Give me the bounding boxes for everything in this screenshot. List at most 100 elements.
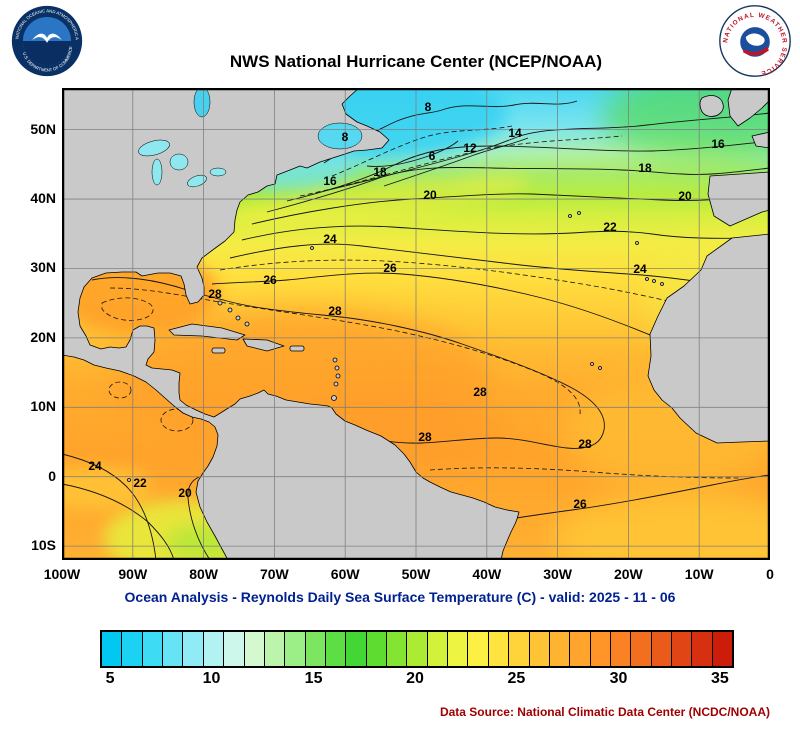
isotherm-path (251, 193, 770, 225)
contour-label: 18 (373, 165, 387, 179)
lake-ontario (209, 167, 227, 177)
island-azores (577, 211, 581, 215)
colorbar-cell (427, 632, 449, 666)
lake-huron (169, 153, 189, 171)
gulf-of-st-lawrence (317, 122, 363, 150)
isotherm-path (383, 137, 529, 187)
x-tick-label: 50W (401, 566, 431, 582)
colorbar-cell (448, 632, 469, 666)
x-tick-label: 40W (472, 566, 502, 582)
colorbar-tick-label: 10 (202, 670, 221, 687)
map-border (62, 88, 770, 560)
colorbar-cell (610, 632, 632, 666)
isotherm-path (366, 140, 459, 167)
colorbar-ticks: 5 10 15 20 25 30 35 (100, 670, 730, 696)
james-bay (193, 88, 211, 118)
island-cape-verde (598, 366, 602, 370)
colorbar-cell (672, 632, 693, 666)
data-source: Data Source: National Climatic Data Cent… (439, 705, 770, 719)
noaa-logo-svg: NATIONAL OCEANIC AND ATMOSPHERIC ADMINIS… (11, 5, 83, 77)
contour-label: 24 (88, 459, 102, 473)
colorbar-cell (163, 632, 184, 666)
colorbar-cell (183, 632, 204, 666)
y-tick-label: 0 (48, 467, 56, 484)
isotherm-path (241, 225, 770, 241)
colorbar-cell (244, 632, 265, 666)
page-title: NWS National Hurricane Center (NCEP/NOAA… (229, 52, 603, 71)
colorbar-cell (346, 632, 367, 666)
isotherm-path (229, 243, 770, 295)
contour-label: 20 (178, 486, 192, 500)
contour-label: 8 (342, 130, 349, 144)
colorbar-cell (264, 632, 286, 666)
colorbar-tick-label: 25 (507, 670, 526, 687)
contour-label: 24 (633, 262, 647, 276)
colorbar-cell (203, 632, 225, 666)
nws-globe-landmass (745, 33, 765, 46)
nws-logo: NATIONAL WEATHER SERVICE (718, 4, 792, 78)
island-canaries (660, 282, 664, 286)
colorbar-cell (366, 632, 388, 666)
isotherm-path (101, 297, 154, 321)
nws-red-swoosh (742, 46, 769, 56)
colorbar-cell (570, 632, 591, 666)
colorbar-cell (224, 632, 245, 666)
contour-label: 16 (323, 174, 337, 188)
contour-label: 28 (473, 385, 487, 399)
noaa-logo-sea (22, 41, 72, 66)
colorbar-cell (549, 632, 571, 666)
x-tick-label: 10W (684, 566, 714, 582)
x-tick-label: 70W (259, 566, 289, 582)
island-canaries (645, 277, 649, 281)
contour-label: 26 (383, 261, 397, 275)
noaa-seagull-icon (32, 33, 62, 43)
colorbar-cell (488, 632, 510, 666)
colorbar-cell (651, 632, 673, 666)
x-tick-label: 60W (330, 566, 360, 582)
land-ireland (699, 95, 724, 117)
colorbar-cell (142, 632, 164, 666)
noaa-logo: NATIONAL OCEANIC AND ATMOSPHERIC ADMINIS… (10, 4, 84, 78)
colorbar-cell (468, 632, 489, 666)
isotherm-path (91, 277, 605, 449)
sst-map-svg: 8 8 6 12 14 16 16 18 18 20 20 22 24 24 26 26 28 28 28 28 28 2… (62, 88, 770, 560)
contour-label: 16 (711, 137, 725, 151)
x-tick-label: 80W (189, 566, 218, 582)
contour-label: 26 (573, 497, 587, 511)
contour-label: 28 (418, 430, 432, 444)
x-tick-label: 100W (43, 566, 81, 582)
isotherm-path (187, 476, 211, 560)
isotherm-path (299, 135, 623, 197)
isotherm-path (266, 166, 770, 213)
contour-label: 24 (323, 232, 337, 246)
isotherm-path (286, 140, 770, 202)
colorbar-cell (529, 632, 550, 666)
island-hispaniola (242, 338, 285, 352)
island-antilles (332, 357, 338, 363)
x-tick-label: 0 (766, 566, 774, 582)
contour-label: 22 (133, 476, 147, 490)
colorbar-tick-label: 20 (406, 670, 424, 687)
island-cape-verde (590, 362, 594, 366)
island-puerto-rico (289, 345, 305, 352)
landmasses (62, 88, 770, 560)
y-tick-label: 20N (30, 328, 56, 345)
contour-label: 28 (578, 437, 592, 451)
y-tick-label: 30N (30, 259, 56, 276)
lake-michigan (151, 158, 163, 186)
contour-label: 12 (463, 141, 477, 155)
island-madeira (635, 241, 639, 245)
island-galapagos (127, 478, 131, 482)
contour-label: 26 (263, 273, 277, 287)
y-tick-label: 10S (31, 537, 56, 554)
contour-label: 22 (603, 220, 617, 234)
colorbar-cell (325, 632, 347, 666)
colorbar-cell (590, 632, 611, 666)
island-antilles (334, 365, 340, 371)
colorbar-cell (692, 632, 713, 666)
island-bahamas (235, 315, 241, 321)
colorbar-cell (631, 632, 652, 666)
contour-label: 20 (423, 188, 437, 202)
island-antilles (333, 381, 339, 387)
isotherm-path (62, 453, 157, 560)
